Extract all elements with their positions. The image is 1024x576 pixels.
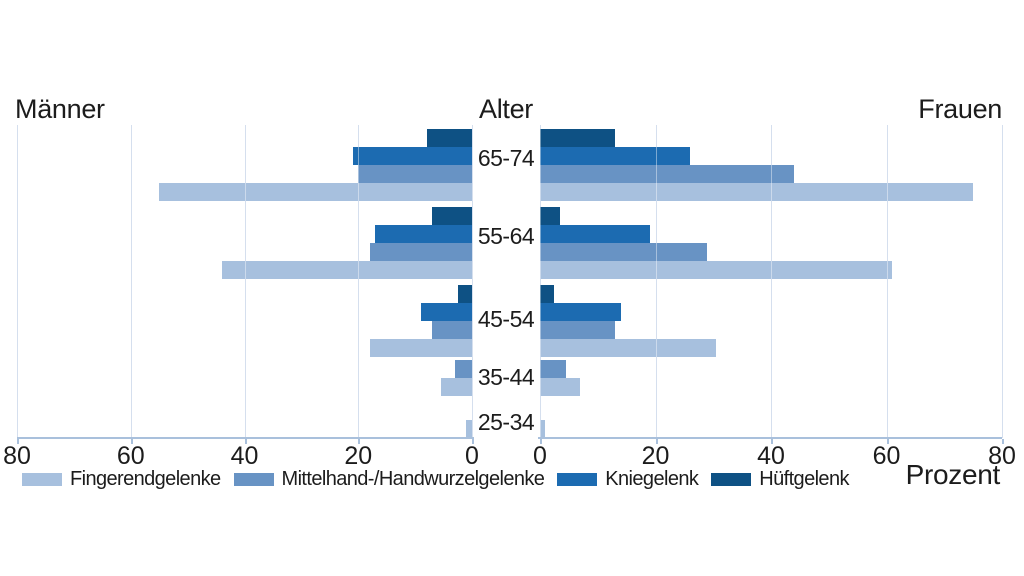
gridline: [130, 125, 132, 438]
x-tick-label: 80: [3, 442, 31, 470]
gridline: [655, 125, 657, 438]
x-axis-unit-label: Prozent: [905, 459, 1001, 490]
mittelhand-swatch-icon: [233, 472, 274, 486]
kniegelenk-swatch-icon: [557, 472, 598, 486]
gridline-overlay: [17, 125, 18, 438]
legend-item-kniegelenk: Kniegelenk: [557, 467, 699, 491]
bar-maenner-45-54-Kniegelenk: [420, 303, 472, 321]
gridline-overlay: [655, 125, 657, 438]
x-tick-label: 0: [465, 442, 479, 470]
gridline: [358, 125, 360, 438]
gridline-overlay: [771, 125, 772, 438]
gridline-overlay: [886, 125, 888, 438]
left-panel-title: Männer: [15, 94, 105, 124]
gridline-overlay: [130, 125, 132, 438]
axis-tick: [771, 439, 773, 444]
bar-maenner-65-74-Mittelhand-/Handwurzelgelenke: [358, 165, 472, 183]
bar-maenner-45-54-Fingerendgelenke: [369, 339, 472, 357]
hueftgelenk-swatch-icon: [711, 472, 752, 486]
axis-tick: [17, 439, 19, 444]
legend-label: Mittelhand-/Handwurzelgelenke: [281, 467, 545, 490]
gridline: [17, 125, 18, 438]
gridline: [771, 125, 772, 438]
legend-item-fingerendgelenke: Fingerendgelenke: [22, 468, 221, 491]
bar-maenner-55-64-Kniegelenk: [375, 225, 472, 243]
bar-maenner-55-64-Hüftgelenk: [432, 207, 472, 225]
x-tick-label: 20: [641, 442, 670, 470]
gridline: [472, 125, 473, 438]
gridline: [540, 125, 541, 438]
bar-frauen-65-74-Mittelhand-/Handwurzelgelenke: [540, 165, 795, 183]
x-axis-line-left: [17, 437, 474, 439]
axis-tick: [130, 439, 133, 444]
age-group-label: 45-54: [477, 306, 535, 332]
axis-tick: [655, 439, 658, 444]
x-axis-line-right: [538, 437, 1002, 439]
chart-legend: Fingerendgelenke Mittelhand-/Handwurzelg…: [22, 466, 849, 492]
axis-tick: [1002, 439, 1004, 444]
gridline: [1002, 125, 1003, 438]
bar-frauen-65-74-Hüftgelenk: [540, 129, 616, 147]
age-group-label: 25-34: [477, 409, 535, 435]
bar-maenner-55-64-Mittelhand-/Handwurzelgelenke: [369, 243, 472, 261]
axis-tick: [886, 439, 889, 444]
legend-item-mittelhand: Mittelhand-/Handwurzelgelenke: [233, 467, 545, 491]
bar-maenner-45-54-Hüftgelenk: [457, 285, 472, 303]
bar-maenner-35-44-Mittelhand-/Handwurzelgelenke: [454, 360, 472, 378]
fingerendgelenke-swatch-icon: [22, 472, 62, 486]
bar-frauen-65-74-Kniegelenk: [540, 147, 691, 165]
axis-tick: [540, 439, 542, 444]
gridline-overlay: [1002, 125, 1003, 438]
bar-maenner-55-64-Fingerendgelenke: [221, 261, 472, 279]
bar-maenner-65-74-Hüftgelenk: [426, 129, 472, 147]
center-axis-title: Alter: [478, 94, 534, 124]
gridline-overlay: [358, 125, 360, 438]
right-panel-title: Frauen: [918, 94, 1002, 124]
age-group-label: 55-64: [477, 223, 535, 249]
bar-frauen-25-34-Fingerendgelenke: [540, 420, 545, 438]
x-tick-label: 20: [344, 442, 373, 470]
bar-frauen-45-54-Fingerendgelenke: [540, 339, 717, 357]
legend-item-hueftgelenk: Hüftgelenk: [711, 468, 849, 491]
x-tick-label: 40: [230, 442, 259, 470]
legend-label: Kniegelenk: [605, 467, 699, 490]
axis-tick: [244, 439, 247, 444]
bar-maenner-25-34-Fingerendgelenke: [466, 420, 472, 438]
bar-frauen-35-44-Mittelhand-/Handwurzelgelenke: [540, 360, 566, 378]
x-tick-label: 80: [988, 442, 1016, 470]
gridline-overlay: [540, 125, 541, 438]
bar-maenner-45-54-Mittelhand-/Handwurzelgelenke: [432, 321, 472, 339]
bar-frauen-35-44-Fingerendgelenke: [540, 378, 581, 396]
bar-frauen-65-74-Fingerendgelenke: [540, 183, 974, 201]
bar-frauen-55-64-Hüftgelenk: [540, 207, 561, 225]
gridline: [886, 125, 888, 438]
legend-label: Fingerendgelenke: [70, 467, 221, 490]
age-group-label: 65-74: [477, 145, 535, 171]
bar-frauen-55-64-Mittelhand-/Handwurzelgelenke: [540, 243, 708, 261]
bar-frauen-55-64-Fingerendgelenke: [540, 261, 893, 279]
bar-frauen-45-54-Mittelhand-/Handwurzelgelenke: [540, 321, 616, 339]
gridline-overlay: [244, 125, 246, 438]
gridline: [244, 125, 246, 438]
legend-label: Hüftgelenk: [759, 467, 849, 490]
x-tick-label: 60: [116, 442, 145, 470]
age-group-label: 35-44: [477, 364, 535, 390]
gridline-overlay: [472, 125, 473, 438]
axis-tick: [358, 439, 361, 444]
bar-maenner-65-74-Fingerendgelenke: [159, 183, 472, 201]
bar-frauen-55-64-Kniegelenk: [540, 225, 650, 243]
bar-maenner-65-74-Kniegelenk: [352, 147, 472, 165]
x-tick-label: 0: [533, 442, 547, 470]
x-tick-label: 60: [872, 442, 901, 470]
bar-frauen-45-54-Hüftgelenk: [540, 285, 555, 303]
bar-maenner-35-44-Fingerendgelenke: [440, 378, 472, 396]
bar-frauen-45-54-Kniegelenk: [540, 303, 621, 321]
x-tick-label: 40: [757, 442, 785, 470]
axis-tick: [472, 439, 474, 444]
